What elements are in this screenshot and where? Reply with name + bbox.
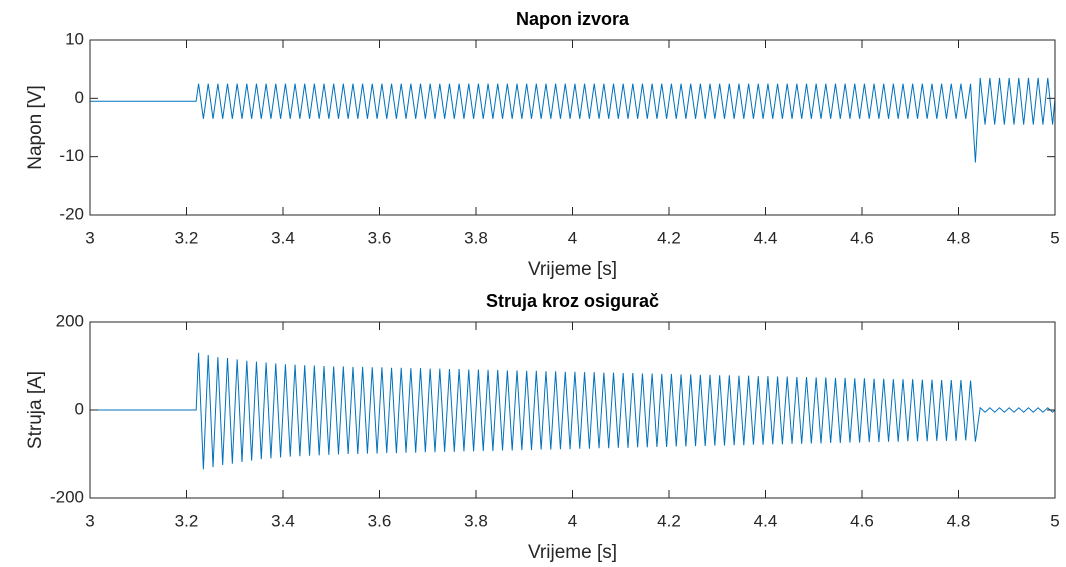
x-tick-label: 3.6 (368, 228, 392, 247)
x-tick-label: 3.8 (464, 511, 488, 530)
x-tick-label: 3 (85, 228, 94, 247)
y-axis-label: Napon [V] (25, 85, 46, 170)
y-tick-label: 10 (65, 29, 84, 48)
subplot: 3 3.2 3.4 3.6 3.8 4 4.2 4.4 4.6 4.8 5 -20 -10 0 10 Napo… (25, 9, 1060, 280)
x-tick-label: 3.4 (271, 228, 295, 247)
x-tick-label: 3.6 (368, 511, 392, 530)
x-tick-label: 4.4 (754, 511, 778, 530)
x-tick-label: 5 (1050, 511, 1059, 530)
y-tick-label: 0 (75, 399, 84, 418)
x-tick-label: 3 (85, 511, 94, 530)
x-axis-label: Vrijeme [s] (528, 542, 617, 563)
chart-title: Struja kroz osigurač (486, 291, 659, 311)
subplot: 3 3.2 3.4 3.6 3.8 4 4.2 4.4 4.6 4.8 5 -200 0 200 Struj… (25, 291, 1060, 563)
x-tick-label: 3.8 (464, 228, 488, 247)
x-tick-label: 4.6 (850, 511, 874, 530)
x-tick-label: 4.8 (947, 511, 971, 530)
line-series (90, 352, 1056, 470)
x-tick-label: 4 (568, 511, 577, 530)
y-tick-label: -20 (59, 204, 84, 223)
x-tick-label: 3.2 (175, 511, 199, 530)
x-tick-label: 4.2 (657, 228, 681, 247)
y-tick-label: 0 (75, 88, 84, 107)
x-tick-label: 4.8 (947, 228, 971, 247)
x-tick-label: 3.2 (175, 228, 199, 247)
y-axis-label: Struja [A] (25, 371, 46, 449)
x-tick-label: 5 (1050, 228, 1059, 247)
y-tick-label: -10 (59, 146, 84, 165)
x-tick-label: 4 (568, 228, 577, 247)
y-tick-label: 200 (56, 311, 84, 330)
y-tick-label: -200 (50, 487, 84, 506)
line-series (90, 77, 1056, 163)
chart-title: Napon izvora (516, 9, 630, 29)
x-tick-label: 4.2 (657, 511, 681, 530)
x-tick-label: 3.4 (271, 511, 295, 530)
plot-area (90, 40, 1055, 215)
x-tick-label: 4.4 (754, 228, 778, 247)
x-axis-label: Vrijeme [s] (528, 259, 617, 280)
x-tick-label: 4.6 (850, 228, 874, 247)
